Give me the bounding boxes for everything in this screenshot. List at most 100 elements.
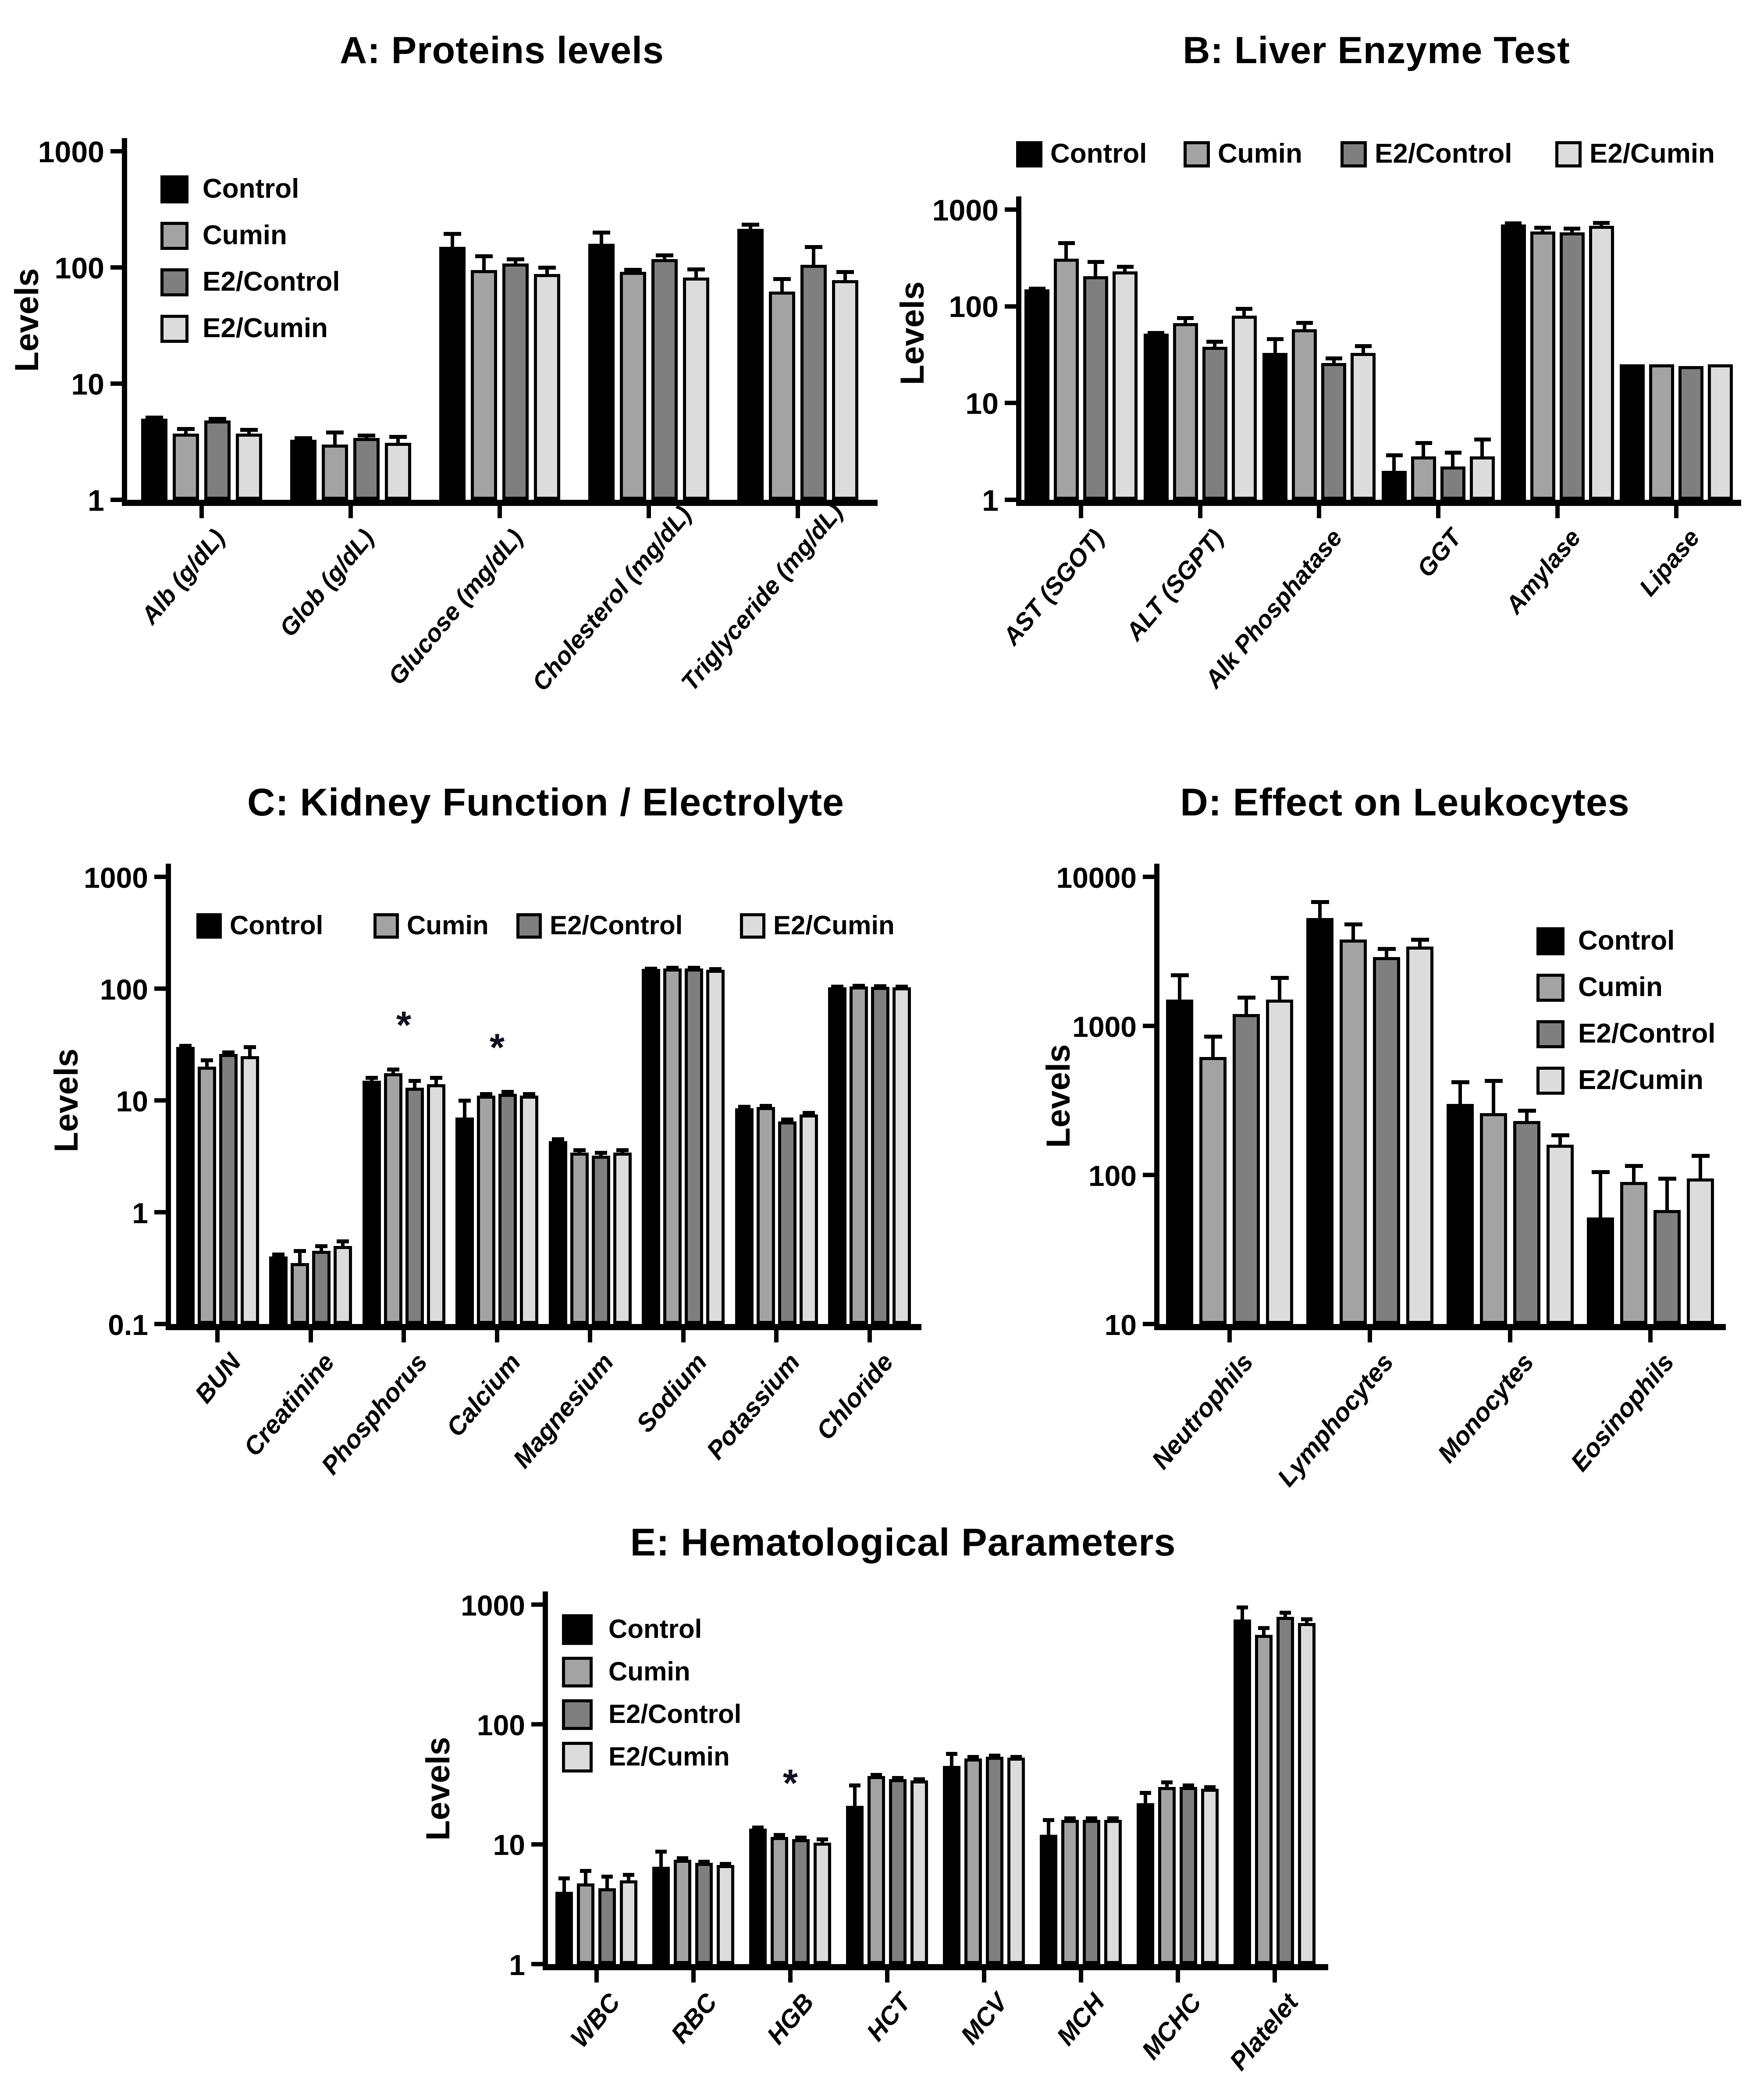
bar-e2-cumin-mchc bbox=[1201, 1789, 1219, 1964]
bar-e2-cumin-mcv bbox=[1007, 1758, 1025, 1964]
legend-label-e2-cumin: E2/Cumin bbox=[1578, 1065, 1703, 1095]
y-tick bbox=[531, 1962, 543, 1966]
x-tick-label: WBC bbox=[565, 1988, 626, 2053]
bar-e2-cumin-cholesterol-mg-dl bbox=[683, 278, 709, 500]
bar-cumin-mchc bbox=[1158, 1787, 1176, 1964]
bar-cumin-alb-g-dl bbox=[173, 434, 199, 500]
error-bar bbox=[248, 1047, 252, 1060]
bar-e2-cumin-eosinophils bbox=[1687, 1178, 1714, 1324]
bar-e2-cumin-alb-g-dl bbox=[236, 434, 262, 500]
legend-swatch-cumin bbox=[373, 913, 399, 939]
error-bar-cap bbox=[656, 253, 673, 257]
error-bar bbox=[1492, 1081, 1495, 1118]
x-tick bbox=[1273, 1970, 1277, 1983]
error-bar bbox=[694, 269, 698, 282]
x-axis-line bbox=[166, 1324, 921, 1330]
bar-cumin-rbc bbox=[674, 1860, 691, 1964]
legend-swatch-cumin bbox=[1536, 974, 1565, 1002]
error-bar-cap bbox=[1177, 316, 1194, 320]
error-bar bbox=[298, 1251, 302, 1267]
x-tick bbox=[1555, 506, 1560, 518]
error-bar-cap bbox=[387, 1068, 399, 1071]
y-tick bbox=[531, 1842, 543, 1847]
y-tick bbox=[154, 875, 166, 879]
error-bar bbox=[1632, 1166, 1636, 1186]
x-tick bbox=[868, 1330, 872, 1342]
error-bar-cap bbox=[967, 1755, 979, 1759]
error-bar bbox=[451, 234, 454, 251]
y-tick bbox=[154, 986, 166, 991]
bar-cumin-alk-phosphatase bbox=[1292, 329, 1317, 500]
bar-e2-control-platelet bbox=[1277, 1617, 1294, 1964]
y-tick-label: 10 bbox=[116, 1085, 148, 1118]
legend-label-cumin: Cumin bbox=[1218, 139, 1302, 169]
legend-label-e2-control: E2/Control bbox=[203, 267, 340, 297]
legend-label-control: Control bbox=[230, 911, 324, 940]
y-tick bbox=[1143, 875, 1154, 879]
x-tick bbox=[1648, 1330, 1653, 1342]
error-bar-cap bbox=[655, 1850, 667, 1854]
x-tick bbox=[309, 1330, 313, 1342]
error-bar-cap bbox=[1064, 1816, 1076, 1820]
bar-e2-cumin-alk-phosphatase bbox=[1351, 353, 1376, 500]
bar-cumin-ggt bbox=[1411, 456, 1436, 500]
y-tick-label: 1000 bbox=[1072, 1011, 1137, 1043]
error-bar-cap bbox=[272, 1253, 284, 1256]
bar-e2-cumin-phosphorus bbox=[427, 1084, 445, 1324]
error-bar-cap bbox=[1445, 451, 1461, 455]
error-bar bbox=[1480, 439, 1484, 461]
error-bar bbox=[1303, 323, 1306, 334]
bar-e2-control-wbc bbox=[598, 1888, 616, 1964]
error-bar-cap bbox=[244, 1045, 256, 1049]
bar-cumin-amylase bbox=[1530, 231, 1555, 500]
x-tick bbox=[796, 506, 800, 518]
error-bar-cap bbox=[720, 1862, 731, 1866]
bar-e2-cumin-rbc bbox=[717, 1865, 734, 1964]
error-bar-cap bbox=[989, 1754, 1000, 1758]
error-bar-cap bbox=[558, 1876, 570, 1880]
error-bar-cap bbox=[1280, 1611, 1291, 1615]
legend-swatch-control bbox=[1536, 927, 1565, 955]
legend-swatch-cumin bbox=[562, 1657, 593, 1687]
bar-e2-control-lipase bbox=[1678, 366, 1703, 500]
bar-control-glucose-mg-dl bbox=[439, 247, 466, 500]
error-bar-cap bbox=[1086, 1816, 1097, 1820]
bar-control-ggt bbox=[1382, 471, 1407, 500]
bar-cumin-potassium bbox=[757, 1107, 775, 1324]
error-bar bbox=[396, 437, 400, 447]
y-tick-label: 1000 bbox=[932, 194, 999, 227]
error-bar bbox=[1558, 1135, 1562, 1149]
error-bar-cap bbox=[1271, 976, 1289, 980]
error-bar bbox=[413, 1081, 416, 1092]
bar-e2-cumin-ggt bbox=[1470, 456, 1495, 500]
error-bar-cap bbox=[849, 1783, 860, 1787]
error-bar-cap bbox=[1043, 1818, 1054, 1822]
error-bar bbox=[812, 247, 815, 269]
y-tick-label: 100 bbox=[100, 973, 148, 1006]
legend-swatch-e2-control bbox=[1536, 1020, 1565, 1048]
error-bar bbox=[1422, 443, 1425, 461]
error-bar-cap bbox=[1237, 996, 1255, 1000]
error-bar bbox=[843, 272, 847, 285]
y-tick-label: 100 bbox=[476, 1709, 525, 1741]
bar-e2-control-mchc bbox=[1180, 1787, 1197, 1964]
error-bar bbox=[1362, 346, 1365, 357]
y-tick-label: 100 bbox=[949, 290, 999, 324]
x-tick-label: Triglyceride (mg/dL) bbox=[676, 498, 848, 696]
error-bar-cap bbox=[1505, 221, 1522, 225]
error-bar-cap bbox=[337, 1239, 349, 1243]
error-bar bbox=[1064, 243, 1068, 263]
error-bar bbox=[1351, 924, 1355, 943]
error-bar-cap bbox=[1117, 265, 1134, 269]
bar-control-mch bbox=[1040, 1835, 1057, 1964]
error-bar bbox=[853, 1785, 857, 1810]
error-bar bbox=[627, 1875, 630, 1885]
y-tick-label: 10000 bbox=[1056, 861, 1137, 894]
error-bar bbox=[341, 1241, 345, 1250]
error-bar bbox=[1094, 262, 1097, 281]
error-bar-cap bbox=[760, 1104, 772, 1108]
bar-e2-control-creatinine bbox=[312, 1251, 331, 1324]
y-tick bbox=[531, 1602, 543, 1607]
y-tick bbox=[154, 1210, 166, 1214]
